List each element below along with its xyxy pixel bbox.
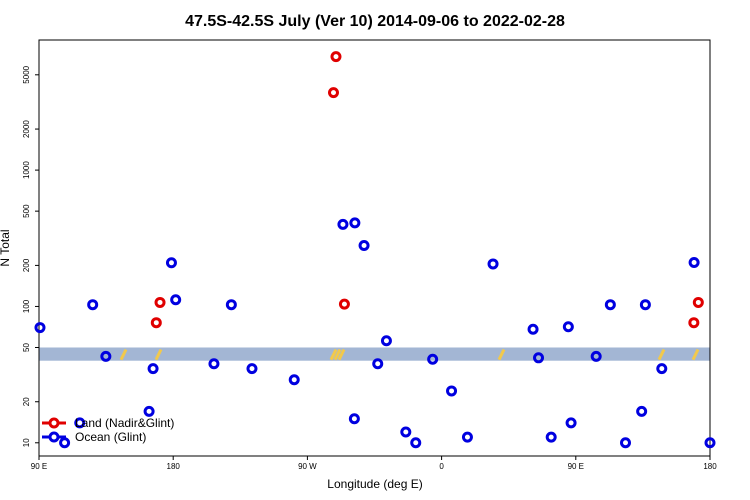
y-tick-label: 5000 <box>22 65 31 83</box>
x-tick-label: 180 <box>167 462 181 471</box>
y-tick-label: 2000 <box>22 120 31 138</box>
legend: Land (Nadir&Glint) Ocean (Glint) <box>42 416 174 444</box>
y-tick-label: 200 <box>22 258 31 272</box>
ocean-point <box>562 321 574 333</box>
ocean-point <box>656 363 668 375</box>
legend-ocean-marker <box>48 431 60 443</box>
land-point <box>330 51 342 63</box>
band-mark <box>657 348 666 361</box>
y-tick-label: 500 <box>22 204 31 218</box>
ocean-point <box>427 353 439 365</box>
ocean-point <box>545 431 557 443</box>
ocean-point <box>461 431 473 443</box>
band-mark <box>329 348 338 361</box>
land-point <box>692 296 704 308</box>
plot-frame <box>38 39 711 457</box>
x-tick-label: 90 E <box>568 462 584 471</box>
land-point <box>338 298 350 310</box>
y-tick-label: 100 <box>22 299 31 313</box>
land-point <box>327 87 339 99</box>
x-tick-label: 0 <box>439 462 444 471</box>
ocean-point <box>74 417 86 429</box>
ocean-point <box>246 363 258 375</box>
ocean-point <box>143 405 155 417</box>
ocean-point <box>337 218 349 230</box>
ocean-point <box>208 358 220 370</box>
band-mark <box>333 348 342 361</box>
ocean-point <box>87 299 99 311</box>
ocean-point <box>288 374 300 386</box>
ocean-point <box>704 437 716 449</box>
ocean-point <box>349 217 361 229</box>
y-tick-label: 10 <box>22 438 31 447</box>
x-axis-label: Longitude (deg E) <box>327 477 422 491</box>
x-tick-label: 90 W <box>298 462 317 471</box>
ocean-point <box>565 417 577 429</box>
land-point <box>688 317 700 329</box>
ocean-point <box>604 299 616 311</box>
ocean-point <box>639 299 651 311</box>
ocean-point <box>170 294 182 306</box>
ocean-point <box>590 350 602 362</box>
y-axis-label: N Total <box>0 229 12 266</box>
ocean-point <box>34 322 46 334</box>
land-point <box>154 296 166 308</box>
legend-land-label: Land (Nadir&Glint) <box>75 416 174 430</box>
y-tick-label: 20 <box>22 397 31 406</box>
ocean-point <box>358 239 370 251</box>
ocean-point <box>372 358 384 370</box>
band-mark <box>337 348 346 361</box>
y-tick-label: 1000 <box>22 161 31 179</box>
band-mark <box>497 348 506 361</box>
legend-ocean-label: Ocean (Glint) <box>75 430 146 444</box>
band-mark <box>154 348 163 361</box>
x-axis: 90 E 180 90 W 0 90 E 180 <box>31 456 717 471</box>
ocean-point <box>147 363 159 375</box>
ocean-point <box>636 405 648 417</box>
x-tick-label: 90 E <box>31 462 47 471</box>
data-points <box>34 51 716 449</box>
ocean-point <box>100 350 112 362</box>
band-mark <box>691 348 700 361</box>
ocean-point <box>688 257 700 269</box>
band-rect <box>39 347 710 361</box>
ocean-point <box>59 437 71 449</box>
ocean-point <box>380 335 392 347</box>
ocean-point <box>225 299 237 311</box>
ocean-point <box>165 257 177 269</box>
band-marks <box>119 348 700 361</box>
ocean-point <box>410 437 422 449</box>
x-tick-label: 180 <box>703 462 717 471</box>
ocean-point <box>348 413 360 425</box>
ocean-point <box>533 352 545 364</box>
y-axis: 10 20 50 100 200 500 1000 2000 5000 <box>22 65 39 447</box>
reference-band <box>39 347 710 361</box>
legend-land-marker <box>48 417 60 429</box>
y-tick-label: 50 <box>22 342 31 351</box>
land-point <box>150 317 162 329</box>
chart-title: 47.5S-42.5S July (Ver 10) 2014-09-06 to … <box>185 13 565 30</box>
ocean-point <box>487 258 499 270</box>
band-mark <box>119 348 128 361</box>
ocean-point <box>527 323 539 335</box>
ocean-point <box>400 426 412 438</box>
ocean-point <box>446 385 458 397</box>
ocean-point <box>620 437 632 449</box>
